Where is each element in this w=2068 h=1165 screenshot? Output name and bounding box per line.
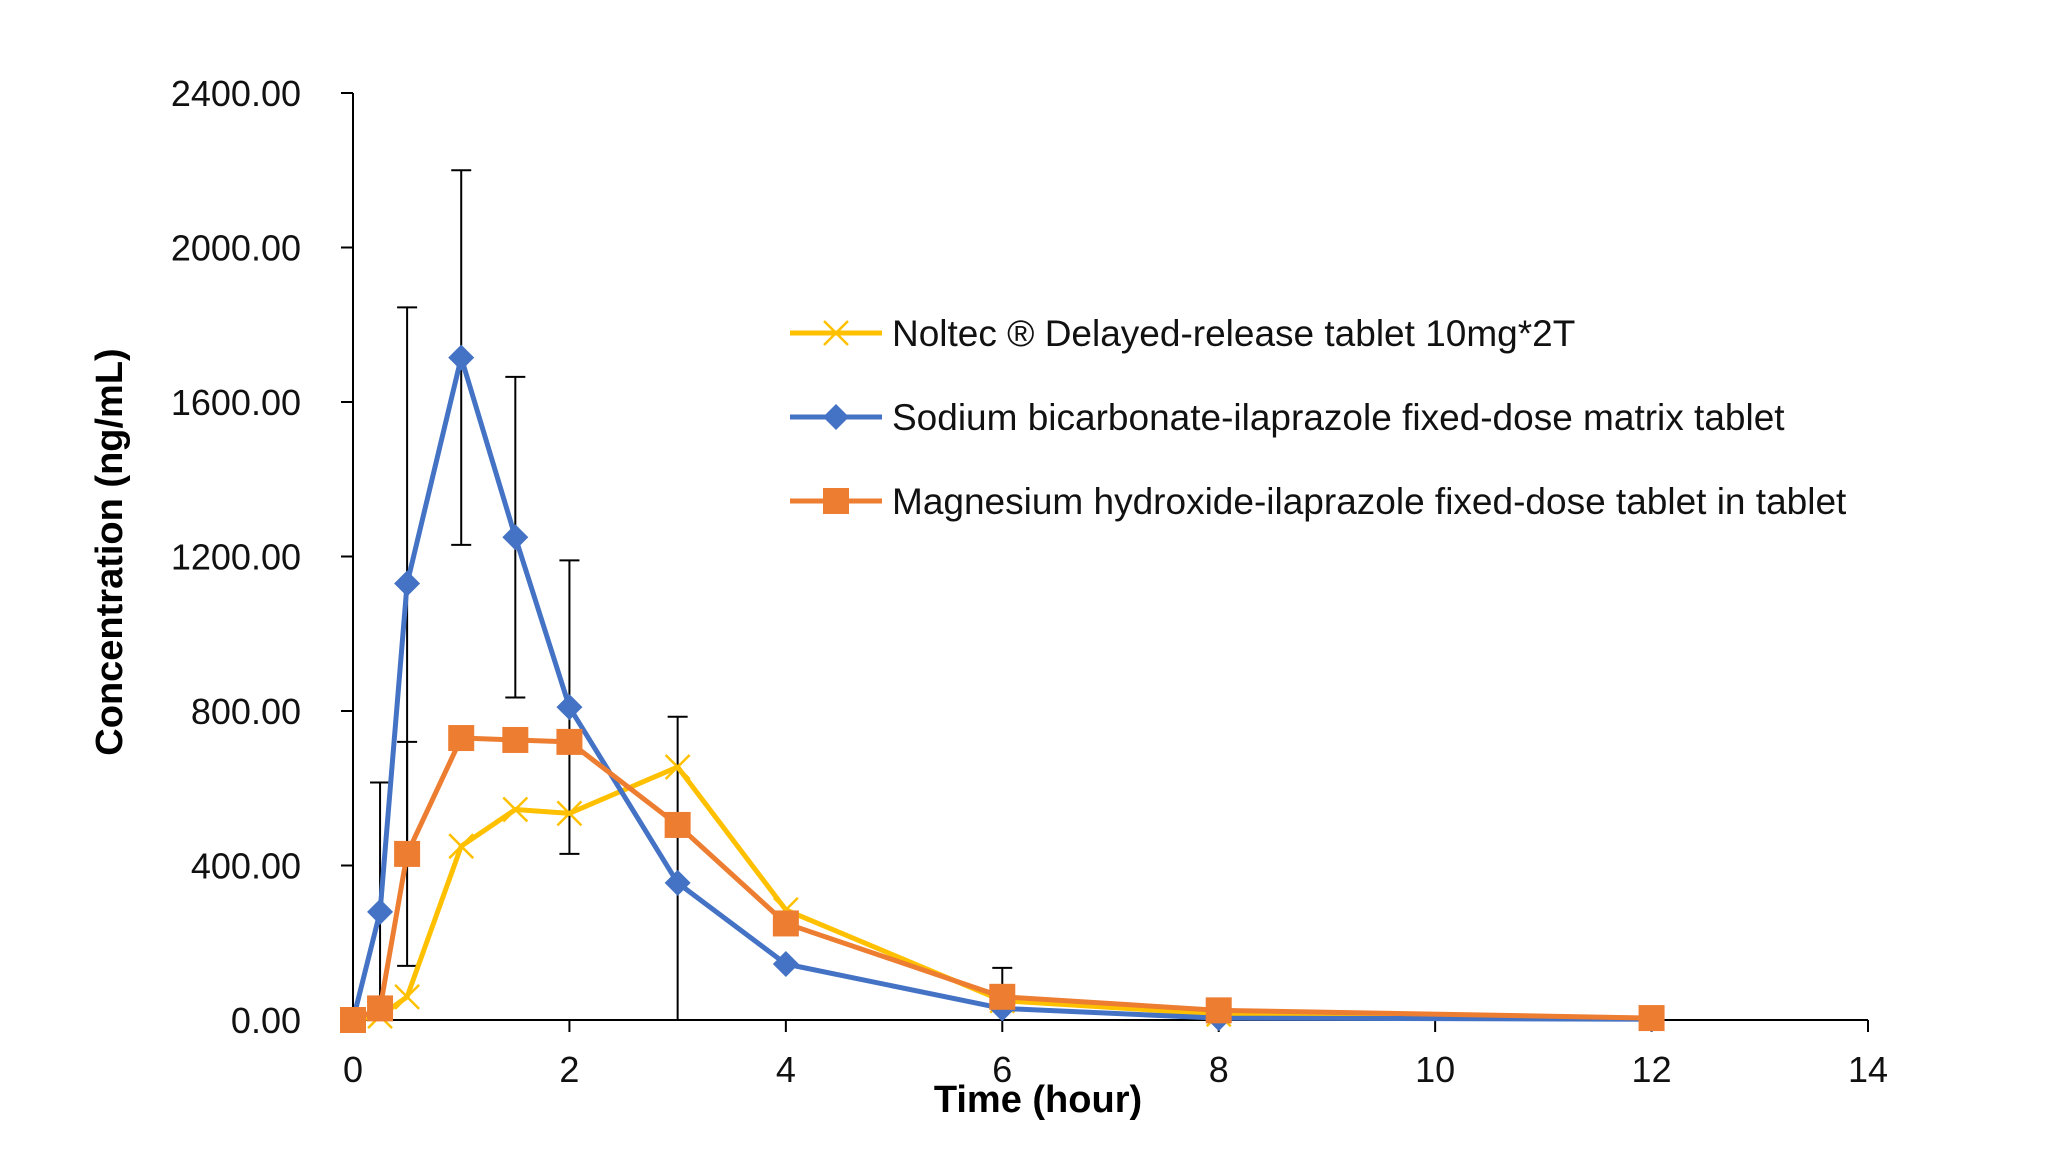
diamond-marker	[556, 694, 583, 721]
square-marker	[989, 983, 1016, 1010]
x-tick-label: 4	[776, 1049, 796, 1090]
diamond-marker	[664, 869, 691, 896]
x-marker	[502, 796, 529, 823]
square-marker	[1638, 1005, 1665, 1032]
y-tick-label: 1200.00	[171, 537, 301, 578]
y-tick-label: 800.00	[191, 691, 301, 732]
x-marker	[394, 983, 420, 1010]
square-marker	[394, 840, 421, 867]
y-tick-label: 2000.00	[171, 228, 301, 269]
x-tick-label: 6	[992, 1049, 1012, 1090]
diamond-marker	[823, 404, 849, 430]
series-diamond	[340, 344, 1665, 1033]
tick-labels: 0.00400.00800.001200.001600.002000.00240…	[171, 73, 1888, 1090]
x-marker	[823, 320, 849, 346]
diamond-marker	[367, 898, 394, 925]
diamond-marker	[502, 524, 529, 551]
legend-label: Sodium bicarbonate-ilaprazole fixed-dose…	[892, 397, 1785, 438]
x-tick-label: 0	[343, 1049, 363, 1090]
x-tick-label: 2	[559, 1049, 579, 1090]
legend-label: Magnesium hydroxide-ilaprazole fixed-dos…	[892, 481, 1847, 522]
square-marker	[340, 1007, 366, 1033]
diamond-marker	[394, 570, 421, 597]
series-lines	[340, 344, 1665, 1033]
x-tick-label: 10	[1415, 1049, 1455, 1090]
x-tick-label: 8	[1209, 1049, 1229, 1090]
y-tick-label: 2400.00	[171, 73, 301, 114]
legend-entry: Noltec ® Delayed-release tablet 10mg*2T	[790, 313, 1575, 354]
y-tick-label: 1600.00	[171, 382, 301, 423]
square-marker	[502, 726, 529, 753]
y-tick-label: 0.00	[231, 1000, 301, 1041]
square-marker	[823, 488, 849, 514]
diamond-marker	[772, 950, 799, 977]
x-marker	[556, 800, 583, 827]
x-marker	[664, 754, 691, 780]
x-tick-label: 14	[1848, 1049, 1888, 1090]
legend-label: Noltec ® Delayed-release tablet 10mg*2T	[892, 313, 1575, 354]
y-axis-title: Concentration (ng/mL)	[89, 348, 131, 755]
square-marker	[664, 811, 691, 838]
series-line	[350, 355, 1652, 1022]
y-tick-label: 400.00	[191, 846, 301, 887]
square-marker	[1205, 997, 1232, 1024]
legend-entry: Magnesium hydroxide-ilaprazole fixed-dos…	[790, 481, 1847, 522]
x-tick-label: 12	[1632, 1049, 1672, 1090]
legend: Noltec ® Delayed-release tablet 10mg*2T S…	[790, 313, 1847, 522]
x-marker	[448, 833, 475, 860]
series-square	[340, 725, 1665, 1033]
square-marker	[367, 995, 394, 1022]
square-marker	[448, 725, 475, 752]
square-marker	[556, 728, 583, 755]
square-marker	[772, 910, 799, 937]
legend-entry: Sodium bicarbonate-ilaprazole fixed-dose…	[790, 397, 1785, 438]
diamond-marker	[448, 344, 475, 371]
x-axis-title: Time (hour)	[934, 1079, 1142, 1121]
